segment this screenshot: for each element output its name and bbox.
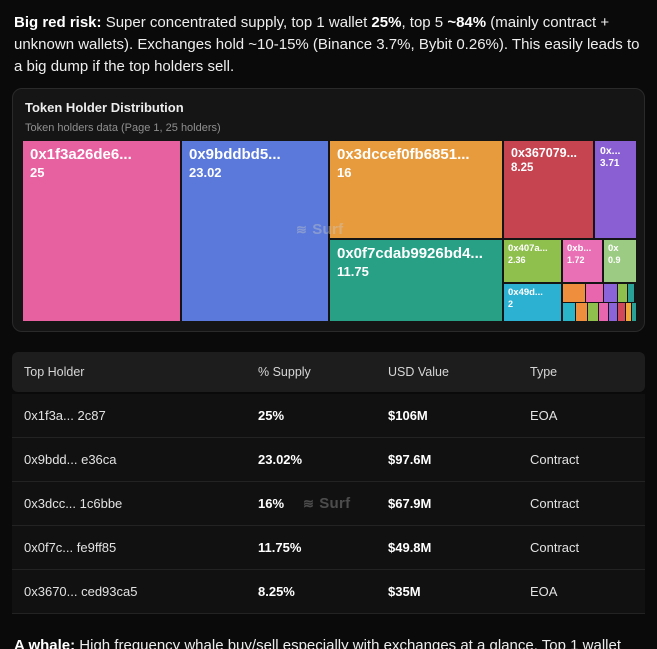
- treemap-cell-0x9bdd[interactable]: 0x9bddbd5... 23.02: [182, 141, 328, 321]
- usd-value-cell: $106M: [388, 408, 428, 423]
- risk-summary-text: Big red risk: Super concentrated supply,…: [14, 14, 640, 75]
- type-cell: Contract: [530, 452, 580, 467]
- table-row: 0x9bdd... e36ca 23.02% $97.6M Contract: [12, 438, 645, 482]
- treemap-cell-label: 0x...: [600, 145, 621, 157]
- token-holder-distribution-panel: Token Holder Distribution Token holders …: [12, 88, 645, 332]
- treemap-mini-cell[interactable]: [604, 284, 617, 302]
- treemap-cell-0x49d[interactable]: 0x49d... 2: [504, 284, 561, 321]
- usd-value-cell: $49.8M: [388, 540, 432, 555]
- treemap-mini-cell[interactable]: [618, 303, 625, 321]
- supply-cell: 11.75%: [258, 540, 302, 555]
- treemap-mini-cell[interactable]: [618, 284, 627, 302]
- treemap-mini-cell[interactable]: [599, 303, 608, 321]
- type-cell: Contract: [530, 540, 580, 555]
- treemap-cell-label: 0x: [608, 243, 619, 254]
- treemap-cell-ltgreen[interactable]: 0x 0.9: [604, 240, 636, 282]
- treemap-cell-value: 11.75: [337, 264, 369, 279]
- table-row: 0x3670... ced93ca5 8.25% $35M EOA: [12, 570, 645, 614]
- treemap-mini-cell[interactable]: [609, 303, 617, 321]
- treemap-cell-0x3dcc[interactable]: 0x3dccef0fb6851... 16: [330, 141, 502, 238]
- panel-title: Token Holder Distribution: [25, 100, 184, 115]
- treemap-cell-value: 2: [508, 299, 514, 309]
- treemap-cell-value: 2.36: [508, 255, 526, 265]
- table-row: 0x1f3a... 2c87 25% $106M EOA: [12, 394, 645, 438]
- table-row: 0x3dcc... 1c6bbe 16% $67.9M Contract: [12, 482, 645, 526]
- risk-lead: Big red risk:: [14, 14, 102, 31]
- type-cell: EOA: [530, 408, 558, 423]
- column-header-top-holder: Top Holder: [24, 365, 85, 379]
- holders-table: Top Holder % Supply USD Value Type 0x1f3…: [12, 352, 645, 614]
- treemap-cell-value: 23.02: [189, 165, 222, 180]
- treemap-cell-label: 0x0f7cdab9926bd4...: [337, 245, 483, 262]
- treemap-cell-purple[interactable]: 0x... 3.71: [595, 141, 636, 238]
- column-header-usd-value: USD Value: [388, 365, 449, 379]
- usd-value-cell: $67.9M: [388, 496, 432, 511]
- truncated-note: A whale: High frequency whale buy/sell e…: [14, 637, 621, 649]
- treemap-mini-cell[interactable]: [632, 303, 636, 321]
- treemap-cell-0x0f7c[interactable]: 0x0f7cdab9926bd4... 11.75: [330, 240, 502, 321]
- treemap-mini-cell[interactable]: [626, 303, 631, 321]
- supply-cell: 8.25%: [258, 584, 295, 599]
- treemap-cell-label: 0x407a...: [508, 243, 548, 254]
- supply-cell: 25%: [258, 408, 285, 423]
- treemap-cell-value: 25: [30, 165, 45, 180]
- panel-subtitle: Token holders data (Page 1, 25 holders): [25, 122, 221, 134]
- type-cell: EOA: [530, 584, 558, 599]
- treemap-mini-cell[interactable]: [628, 284, 634, 302]
- holders-treemap: 0x1f3a26de6... 25 0x9bddbd5... 23.02 0x3…: [23, 141, 636, 321]
- treemap-cell-label: 0x49d...: [508, 287, 543, 298]
- treemap-mini-cell[interactable]: [563, 303, 575, 321]
- column-header-type: Type: [530, 365, 558, 379]
- column-header-supply: % Supply: [258, 365, 311, 379]
- treemap-cell-label: 0x3dccef0fb6851...: [337, 146, 470, 163]
- treemap-mini-cell[interactable]: [563, 284, 585, 302]
- usd-value-cell: $35M: [388, 584, 421, 599]
- treemap-cell-label: 0x1f3a26de6...: [30, 146, 132, 163]
- treemap-cell-label: 0x367079...: [511, 146, 578, 160]
- treemap-mini-cell[interactable]: [576, 303, 587, 321]
- holder-address-cell: 0x1f3a... 2c87: [24, 408, 106, 423]
- usd-value-cell: $97.6M: [388, 452, 432, 467]
- treemap-cell-value: 8.25: [511, 162, 534, 174]
- treemap-cell-label: 0xb...: [567, 243, 592, 254]
- supply-cell: 23.02%: [258, 452, 303, 467]
- treemap-cell-value: 0.9: [608, 255, 621, 265]
- treemap-mini-cell[interactable]: [586, 284, 603, 302]
- table-header-row: Top Holder % Supply USD Value Type: [12, 352, 645, 392]
- type-cell: Contract: [530, 496, 580, 511]
- holder-address-cell: 0x9bdd... e36ca: [24, 452, 117, 467]
- treemap-mini-cell[interactable]: [588, 303, 598, 321]
- treemap-cell-0x3670[interactable]: 0x367079... 8.25: [504, 141, 593, 238]
- table-row: 0x0f7c... fe9ff85 11.75% $49.8M Contract: [12, 526, 645, 570]
- treemap-mini-cluster: [563, 284, 636, 321]
- treemap-cell-value: 3.71: [600, 158, 620, 169]
- treemap-cell-0x407a[interactable]: 0x407a... 2.36: [504, 240, 561, 282]
- treemap-cell-label: 0x9bddbd5...: [189, 146, 281, 163]
- holder-address-cell: 0x3670... ced93ca5: [24, 584, 138, 599]
- supply-cell: 16%: [258, 496, 285, 511]
- holder-address-cell: 0x0f7c... fe9ff85: [24, 540, 117, 555]
- treemap-cell-value: 1.72: [567, 255, 585, 265]
- holder-address-cell: 0x3dcc... 1c6bbe: [24, 496, 123, 511]
- treemap-cell-0x1f3a[interactable]: 0x1f3a26de6... 25: [23, 141, 180, 321]
- treemap-cell-value: 16: [337, 165, 352, 180]
- treemap-cell-0xb[interactable]: 0xb... 1.72: [563, 240, 602, 282]
